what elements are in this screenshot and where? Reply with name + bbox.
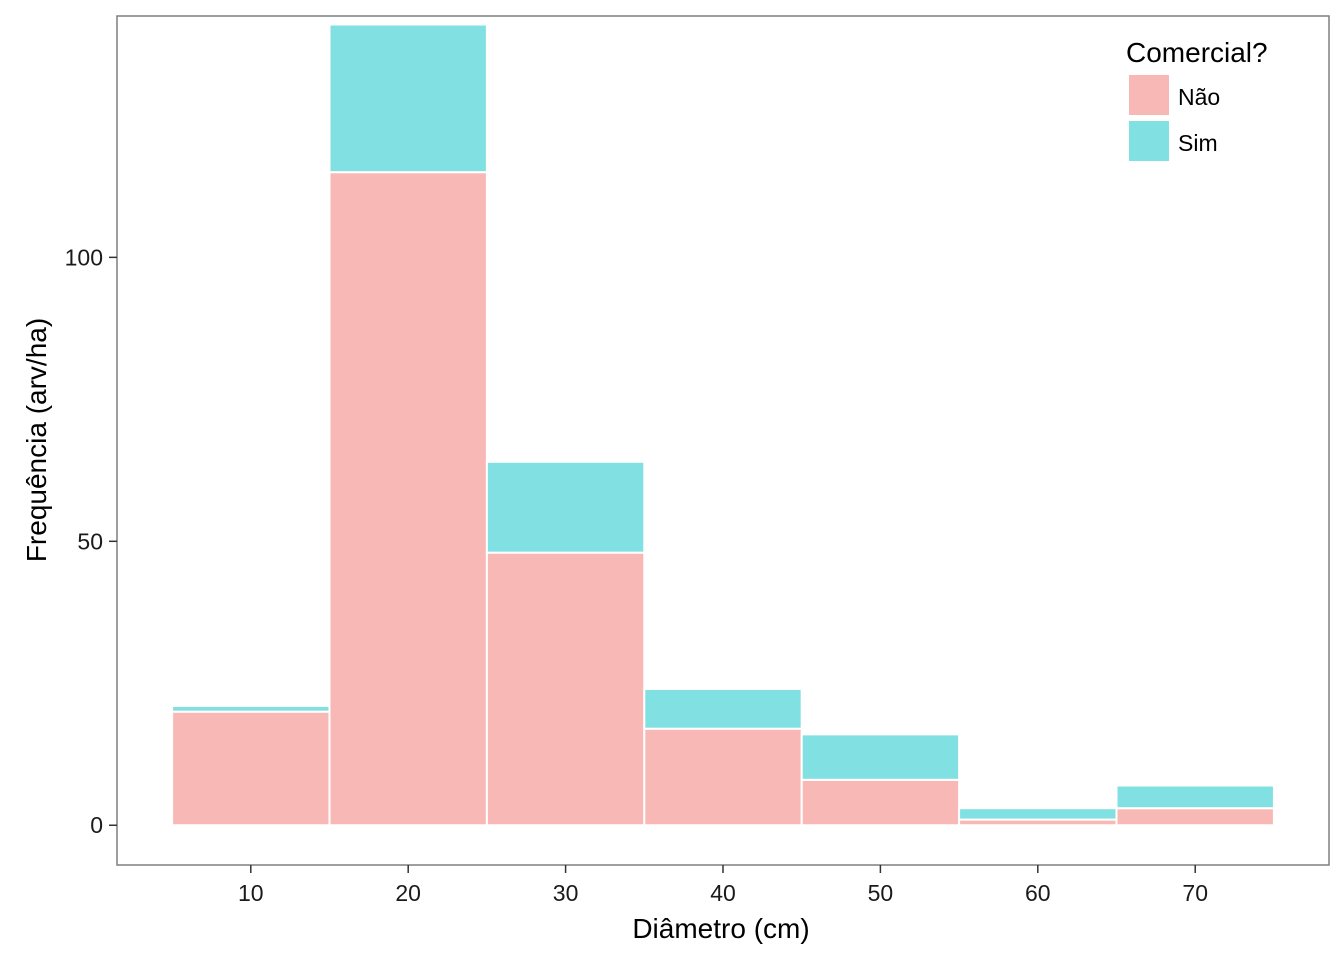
- bar-nao-bin-2: [328, 171, 488, 827]
- y-tick-label: 50: [77, 528, 103, 554]
- x-tick-label: 10: [238, 880, 264, 906]
- bars-layer: [171, 23, 1275, 827]
- bar-nao-bin-3: [485, 551, 646, 827]
- bar-nao-bin-4: [643, 727, 803, 827]
- x-tick-label: 40: [710, 880, 736, 906]
- x-tick-label: 70: [1182, 880, 1208, 906]
- legend-items: Não Sim: [1129, 75, 1220, 161]
- legend-title: Comercial?: [1126, 37, 1268, 68]
- bar-sim-bin-2: [328, 23, 488, 174]
- legend-label-sim: Sim: [1178, 130, 1218, 156]
- legend-swatch-nao: [1129, 75, 1169, 115]
- bar-sim-bin-6: [958, 807, 1118, 821]
- bar-nao-bin-7: [1115, 807, 1275, 827]
- bar-sim-bin-1: [171, 704, 331, 713]
- x-axis: 10 20 30 40 50 60 70: [238, 865, 1208, 906]
- y-axis: 0 50 100: [65, 244, 117, 838]
- x-tick-label: 60: [1025, 880, 1051, 906]
- bar-sim-bin-4: [643, 687, 803, 730]
- bar-sim-bin-7: [1115, 784, 1275, 810]
- x-axis-title: Diâmetro (cm): [632, 913, 809, 944]
- bar-sim-bin-5: [800, 733, 961, 781]
- y-tick-label: 100: [65, 244, 103, 270]
- bar-nao-bin-5: [800, 778, 961, 827]
- legend-swatch-sim: [1129, 121, 1169, 161]
- x-tick-label: 30: [553, 880, 579, 906]
- legend: Comercial? Não Sim: [1126, 37, 1268, 161]
- bar-nao-bin-1: [171, 710, 331, 827]
- y-tick-label: 0: [90, 812, 103, 838]
- x-tick-label: 50: [868, 880, 894, 906]
- y-axis-title: Frequência (arv/ha): [21, 318, 52, 562]
- legend-label-nao: Não: [1178, 84, 1220, 110]
- bar-sim-bin-3: [485, 460, 646, 554]
- x-tick-label: 20: [395, 880, 421, 906]
